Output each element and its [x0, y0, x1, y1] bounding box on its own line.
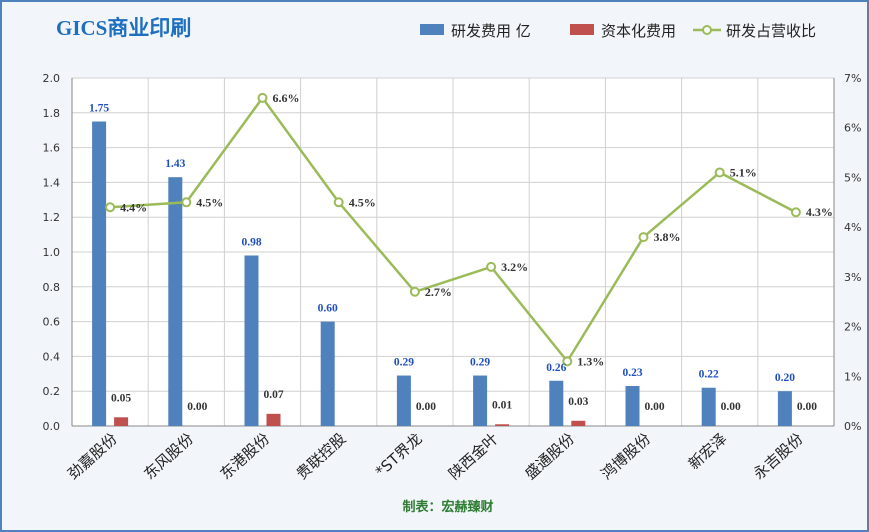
y-left-tick-label: 1.8 [43, 107, 61, 120]
y-right-tick-label: 3% [844, 271, 861, 284]
x-category-label: 东风股份 [140, 430, 197, 484]
y-left-tick-label: 1.4 [43, 176, 61, 189]
y-left-tick-label: 0.4 [43, 350, 61, 363]
bar-rd-expense [549, 380, 564, 426]
bar-rd-expense-label: 0.29 [470, 357, 490, 369]
y-left-tick-label: 1.2 [43, 211, 61, 224]
bar-capitalized-label: 0.00 [187, 401, 207, 413]
bar-rd-expense-label: 1.75 [89, 103, 109, 115]
y-right-tick-label: 0% [844, 420, 861, 433]
y-left-tick-label: 0.6 [43, 316, 61, 329]
chart-title: GICS商业印刷 [56, 16, 191, 40]
bar-rd-expense [396, 375, 411, 426]
ratio-point [562, 356, 573, 367]
bar-capitalized [266, 413, 281, 426]
ratio-point-label: 5.1% [730, 165, 757, 179]
y-right-tick-label: 7% [844, 72, 861, 85]
ratio-point-label: 4.5% [349, 195, 376, 209]
x-category-label: 新宏泽 [685, 430, 730, 473]
ratio-line-path [110, 95, 797, 364]
x-category-label: 盛通股份 [521, 430, 578, 484]
ratio-point [257, 92, 268, 103]
y-left-tick-label: 0.8 [43, 281, 61, 294]
bar-rd-expense [92, 121, 107, 426]
y-right-tick-label: 6% [844, 122, 861, 135]
ratio-point-label: 3.2% [501, 260, 528, 274]
ratio-point-label: 1.3% [577, 354, 604, 368]
y-left-tick-label: 2.0 [43, 72, 61, 85]
bars [92, 121, 792, 426]
ratio-point-label: 4.5% [196, 195, 223, 209]
legend-swatch-0 [420, 24, 444, 35]
x-category-label: 永吉股份 [750, 430, 807, 484]
bar-capitalized [495, 424, 510, 426]
ratio-point [486, 261, 497, 272]
bar-rd-expense-label: 0.60 [318, 303, 338, 315]
y-right-tick-label: 4% [844, 221, 861, 234]
bar-rd-expense [777, 391, 792, 426]
y-right-tick-label: 2% [844, 321, 861, 334]
ratio-point [790, 207, 801, 218]
bar-rd-expense-label: 1.43 [165, 158, 185, 170]
bar-rd-expense-label: 0.98 [241, 236, 261, 248]
ratio-point [105, 202, 116, 213]
ratio-line [105, 92, 801, 367]
grid-lines [71, 77, 835, 427]
y-left-tick-label: 1.0 [43, 246, 61, 259]
legend-label-2: 研发占营收比 [726, 22, 816, 40]
y-left-tick-label: 0.0 [43, 420, 61, 433]
ratio-point [638, 232, 649, 243]
ratio-point-label: 2.7% [425, 285, 452, 299]
x-category-label: *ST界龙 [372, 430, 426, 481]
legend: 研发费用 亿 资本化费用 研发占营收比 [420, 22, 816, 40]
x-category-label: 东港股份 [217, 430, 274, 484]
y-right-tick-label: 1% [844, 370, 861, 383]
bar-capitalized-label: 0.00 [416, 401, 436, 413]
bar-rd-expense-label: 0.29 [394, 357, 414, 369]
legend-label-0: 研发费用 亿 [451, 22, 531, 40]
x-category-label: 鸿博股份 [598, 430, 655, 484]
ratio-point [714, 167, 725, 178]
bar-capitalized [114, 417, 129, 426]
ratio-point [333, 197, 344, 208]
bar-rd-expense [244, 255, 259, 426]
x-category-label: 陕西金叶 [445, 430, 502, 484]
data-labels: 1.75 0.05 1.43 0.00 0.98 0.07 0.60 0.29 0.00 0.29… [89, 91, 833, 413]
bar-capitalized-label: 0.00 [797, 401, 817, 413]
x-category-label: 贵联控股 [293, 430, 350, 484]
y-left-tick-label: 1.6 [43, 142, 61, 155]
bar-rd-expense [168, 177, 183, 426]
bar-rd-expense-label: 0.20 [775, 372, 795, 384]
bar-capitalized-label: 0.07 [263, 389, 283, 401]
bar-rd-expense [625, 385, 640, 426]
legend-label-1: 资本化费用 [601, 22, 676, 40]
ratio-point-label: 3.8% [654, 230, 681, 244]
bar-rd-expense-label: 0.26 [546, 362, 566, 374]
ratio-point-label: 4.3% [806, 205, 833, 219]
bar-rd-expense [701, 387, 716, 426]
bar-capitalized-label: 0.05 [111, 392, 131, 404]
y-left-tick-label: 0.2 [43, 385, 61, 398]
ratio-point [409, 286, 420, 297]
bar-rd-expense-label: 0.23 [622, 367, 642, 379]
bar-rd-expense [473, 375, 488, 426]
ratio-point-label: 4.4% [120, 200, 147, 214]
x-category-label: 劲嘉股份 [64, 430, 121, 484]
footer-credit: 制表：宏赫臻财 [402, 499, 493, 515]
legend-marker [702, 25, 712, 35]
bar-capitalized-label: 0.01 [492, 399, 512, 411]
ratio-point-label: 6.6% [273, 91, 300, 105]
bar-capitalized-label: 0.00 [644, 401, 664, 413]
legend-swatch-1 [570, 24, 594, 35]
ratio-point [181, 197, 192, 208]
y-right-tick-label: 5% [844, 171, 861, 184]
bar-rd-expense [320, 321, 335, 426]
bar-capitalized-label: 0.03 [568, 396, 588, 408]
bar-capitalized [571, 420, 586, 426]
bar-rd-expense-label: 0.22 [699, 369, 719, 381]
bar-capitalized-label: 0.00 [721, 401, 741, 413]
